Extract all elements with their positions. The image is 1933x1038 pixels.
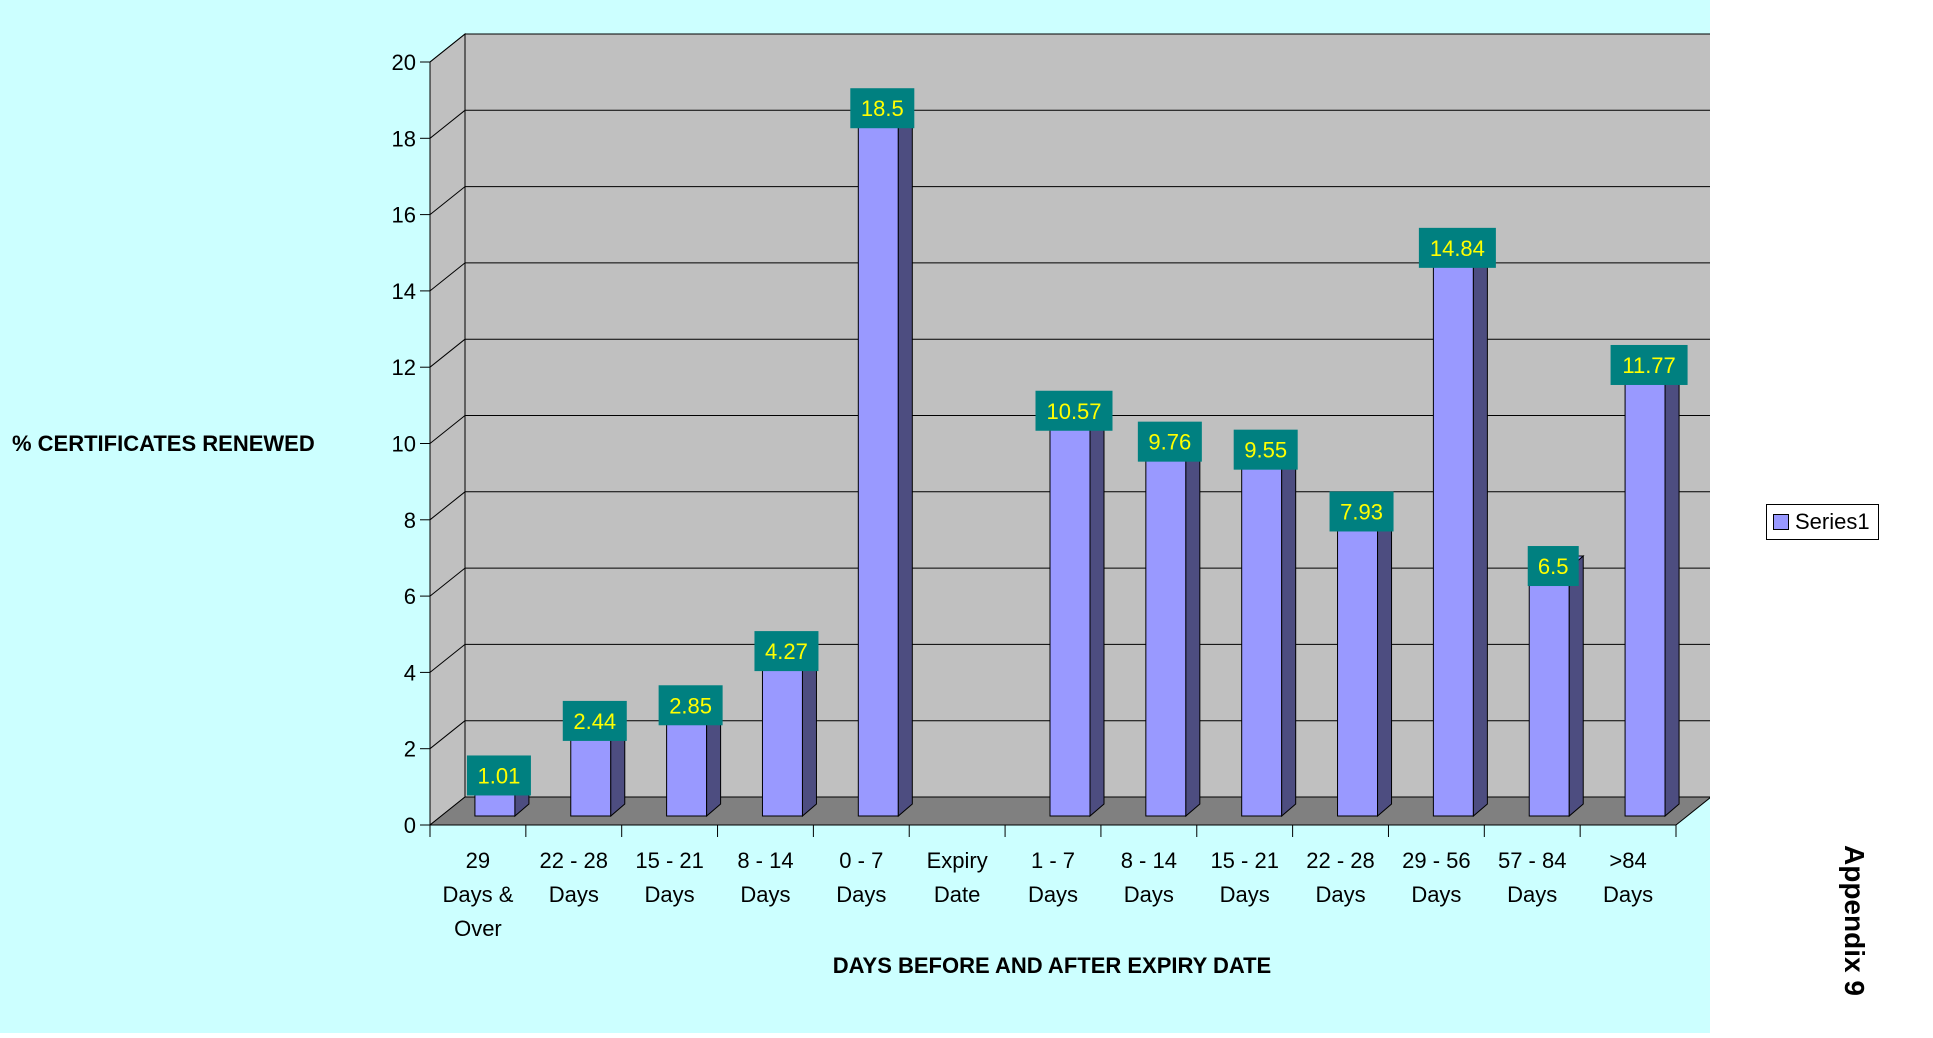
- y-tick-label: 8: [404, 508, 416, 533]
- data-label: 9.76: [1148, 430, 1191, 455]
- gridline-side: [429, 644, 466, 673]
- bar-side: [1472, 236, 1488, 818]
- gridline-side: [429, 262, 466, 292]
- bar: [1624, 366, 1666, 817]
- data-label: 4.27: [765, 639, 808, 664]
- y-tick-label: 12: [392, 355, 416, 380]
- bar-side: [1089, 399, 1105, 818]
- gridline-side: [429, 186, 466, 215]
- x-tick-label: 15 - 21 Days: [635, 848, 704, 907]
- data-label-box: [1527, 546, 1579, 587]
- y-tick-label: 4: [404, 660, 416, 685]
- data-label-box: [1418, 227, 1496, 268]
- gridline-side: [429, 720, 466, 750]
- legend-label-series1: Series1: [1795, 509, 1870, 534]
- gridline-side: [429, 567, 466, 597]
- data-label-box: [1035, 390, 1113, 431]
- gridline-side: [429, 415, 466, 444]
- x-axis-title: DAYS BEFORE AND AFTER EXPIRY DATE: [833, 953, 1271, 978]
- data-label-box: [754, 631, 819, 672]
- bar: [1145, 443, 1187, 817]
- gridline-side: [429, 338, 466, 368]
- data-label-box: [1137, 421, 1202, 462]
- y-axis-title: % CERTIFICATES RENEWED: [12, 431, 315, 456]
- bar-side: [1281, 438, 1297, 818]
- x-tick-label: 57 - 84 Days: [1498, 848, 1567, 907]
- y-tick-label: 0: [404, 813, 416, 838]
- data-label: 14.84: [1430, 236, 1485, 261]
- bar: [1241, 451, 1283, 817]
- data-label-box: [562, 700, 627, 741]
- x-tick-label: 22 - 28 Days: [540, 848, 609, 907]
- y-tick-label: 14: [392, 279, 416, 304]
- data-label: 1.01: [478, 763, 521, 788]
- x-tick-label: 8 - 14 Days: [737, 848, 793, 907]
- data-label-box: [466, 755, 531, 796]
- side-label: Appendix 9: [1839, 845, 1870, 996]
- legend-swatch-series1: [1773, 514, 1789, 530]
- x-tick-label: 22 - 28 Days: [1306, 848, 1375, 907]
- y-tick-label: 16: [392, 203, 416, 228]
- gridline-side: [429, 491, 466, 521]
- data-label-box: [1610, 344, 1688, 385]
- y-tick-label: 2: [404, 737, 416, 762]
- bar: [857, 109, 899, 817]
- bar: [1432, 249, 1474, 817]
- x-tick-label: 29 - 56 Days: [1402, 848, 1471, 907]
- data-label: 7.93: [1340, 499, 1383, 524]
- gridline-side: [429, 33, 466, 63]
- bar: [1337, 512, 1379, 817]
- data-label-box: [850, 88, 915, 129]
- bar-side: [1185, 430, 1201, 818]
- y-tick-label: 18: [392, 126, 416, 151]
- bar: [1528, 567, 1570, 817]
- x-tick-label: 15 - 21 Days: [1210, 848, 1279, 907]
- chart-area: 0 2 4 6 8 10 12 14 16 18 20 1.01 2.44 2.85 4.27 18.5 10.…: [0, 0, 1713, 1033]
- y-tick-label: 10: [392, 432, 416, 457]
- y-tick-label: 20: [392, 50, 416, 75]
- data-label: 2.85: [669, 693, 712, 718]
- data-label: 6.5: [1538, 554, 1569, 579]
- bar: [761, 652, 803, 817]
- data-label-box: [1233, 429, 1298, 470]
- x-tick-label: >84 Days: [1603, 848, 1653, 907]
- data-label: 18.5: [861, 96, 904, 121]
- data-label: 9.55: [1244, 438, 1287, 463]
- data-label-box: [658, 685, 723, 726]
- data-label: 10.57: [1046, 399, 1101, 424]
- y-tick-label: 6: [404, 584, 416, 609]
- x-tick-label: 0 - 7 Days: [836, 848, 886, 907]
- bar: [1049, 412, 1091, 817]
- x-tick-label: Expiry Date: [927, 848, 988, 907]
- bar-side: [1568, 554, 1584, 818]
- bar-chart: 0 2 4 6 8 10 12 14 16 18 20 1.01 2.44 2.85 4.27 18.5 10.…: [0, 0, 1713, 1033]
- x-tick-label: 29 Days & Over: [442, 848, 513, 941]
- bar-side: [897, 97, 913, 818]
- bar-side: [1664, 353, 1680, 818]
- gridline-side: [429, 109, 466, 139]
- data-label: 11.77: [1622, 353, 1675, 378]
- data-label-box: [1329, 491, 1394, 532]
- bar-side: [1377, 500, 1393, 818]
- x-tick-label: 1 - 7 Days: [1028, 848, 1078, 907]
- data-label: 2.44: [573, 709, 616, 734]
- x-tick-label: 8 - 14 Days: [1121, 848, 1177, 907]
- legend: Series1: [1766, 504, 1879, 540]
